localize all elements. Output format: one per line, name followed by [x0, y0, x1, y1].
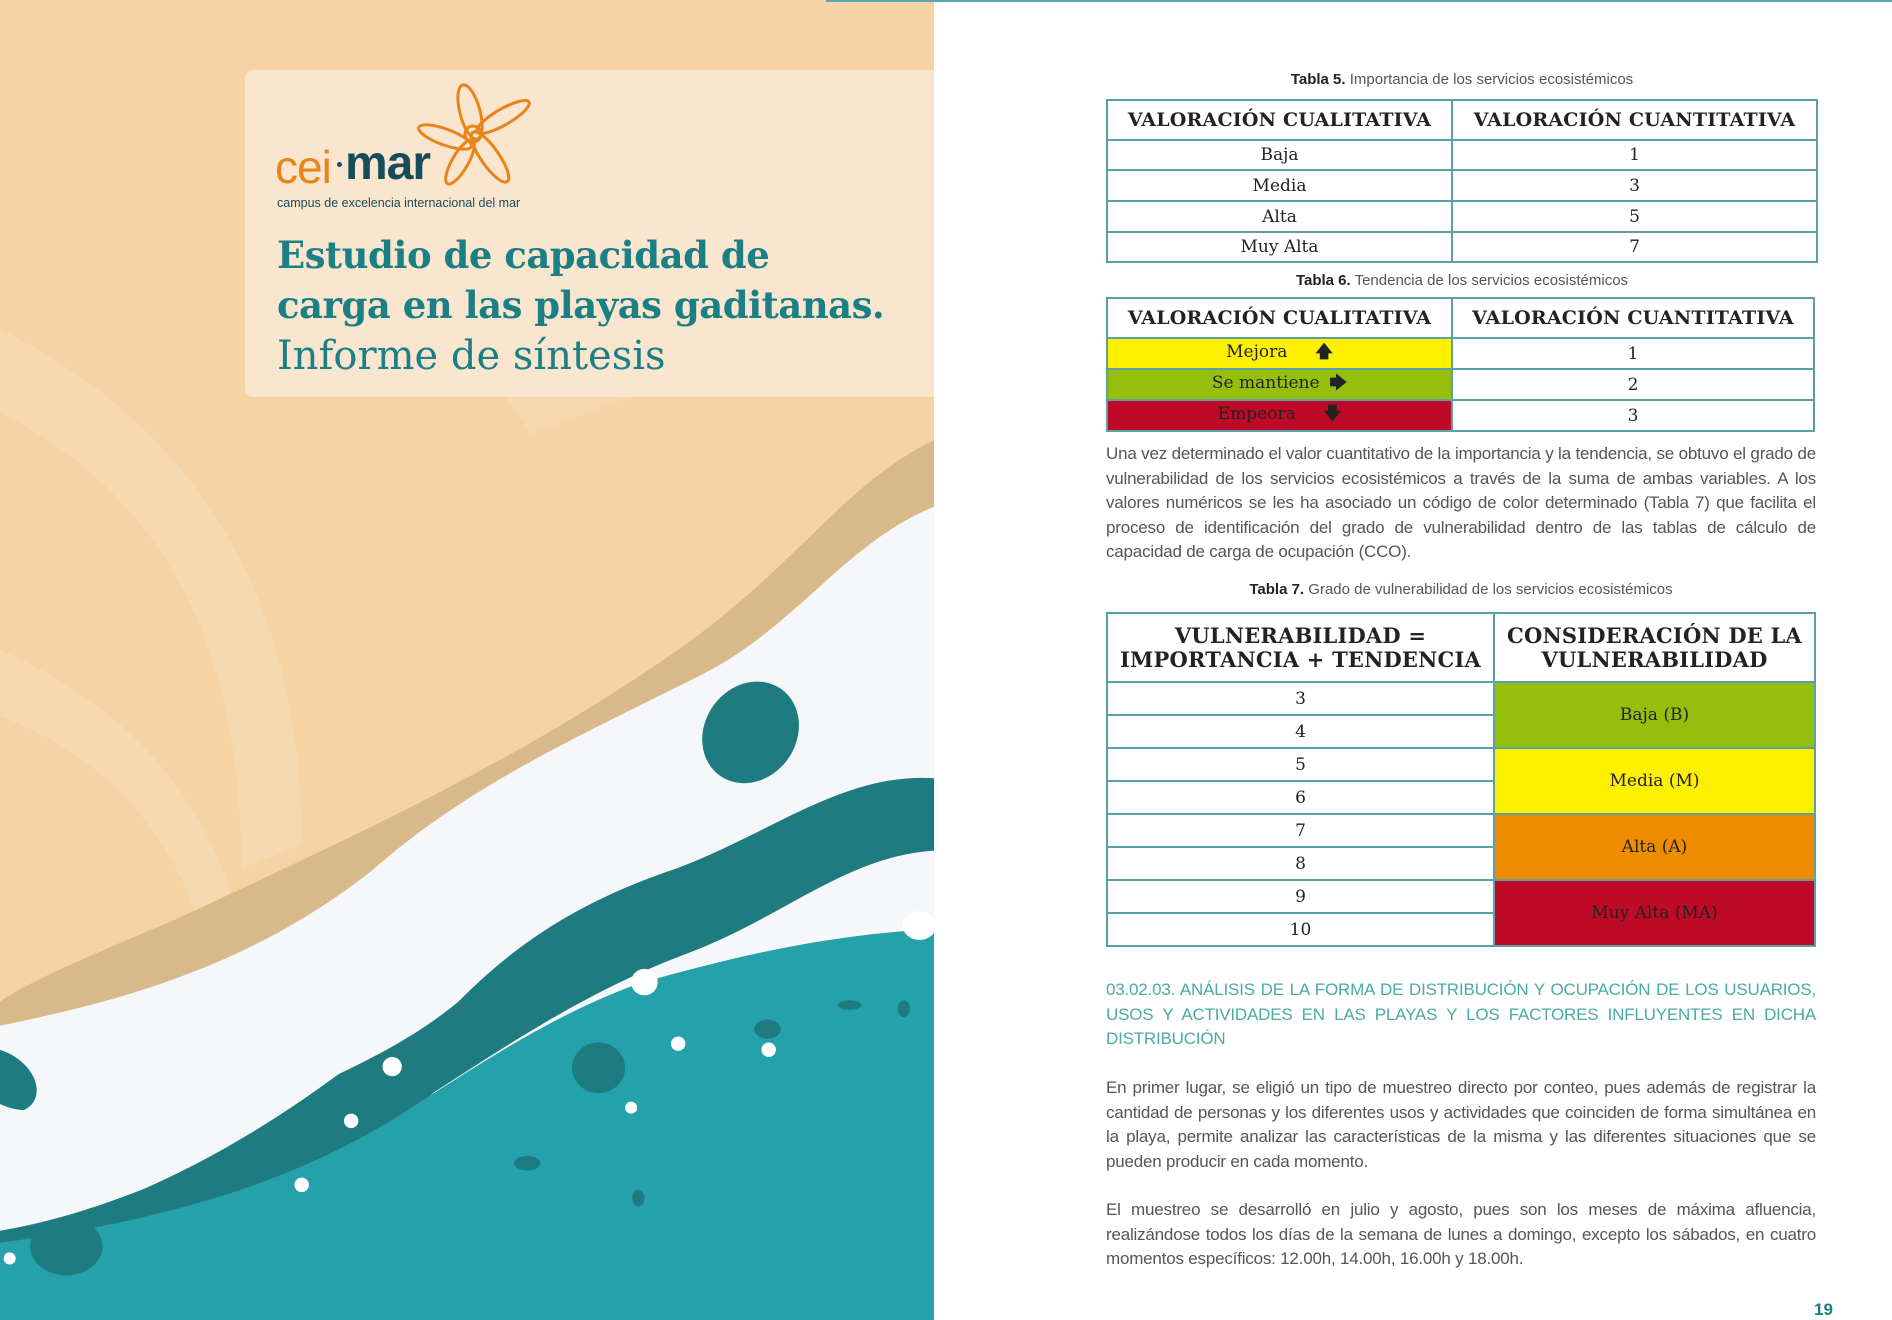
table-row: 9 Muy Alta (MA): [1106, 879, 1816, 947]
trend-label: Empeora: [1217, 404, 1296, 424]
cell: 4: [1106, 714, 1495, 749]
table-row: Mejora 🡅 1: [1106, 337, 1815, 370]
paragraph-sampling-schedule: El muestreo se desarrolló en julio y ago…: [1106, 1200, 1816, 1268]
column-header-consideration: CONSIDERACIÓN DE LA VULNERABILIDAD: [1493, 612, 1816, 683]
level-media: Media (M): [1493, 747, 1816, 815]
table5-importance: VALORACIÓN CUALITATIVA VALORACIÓN CUANTIT…: [1106, 99, 1818, 263]
cover-title: Estudio de capacidad de carga en las pla…: [277, 230, 885, 382]
starfish-flower-icon: [417, 83, 531, 186]
level-muy-alta: Muy Alta (MA): [1493, 879, 1816, 947]
header-line: VULNERABILIDAD: [1541, 646, 1768, 672]
table-row: Baja 1: [1106, 139, 1818, 171]
title-line-1: Estudio de capacidad de: [277, 233, 770, 277]
cell: 1: [1451, 139, 1818, 171]
caption-label: Tabla 6.: [1295, 272, 1351, 289]
caption-label: Tabla 5.: [1290, 71, 1346, 88]
trend-label: Mejora: [1226, 342, 1288, 362]
caption-label: Tabla 7.: [1249, 581, 1305, 598]
cell: 5: [1451, 200, 1818, 233]
table-header-row: VALORACIÓN CUALITATIVA VALORACIÓN CUANTIT…: [1106, 297, 1815, 339]
table-header-row: VALORACIÓN CUALITATIVA VALORACIÓN CUANTIT…: [1106, 99, 1818, 141]
paragraph-sampling-method: En primer lugar, se eligió un tipo de mu…: [1106, 1078, 1816, 1171]
arrow-right-icon: 🡆: [1329, 373, 1348, 393]
arrow-up-icon: 🡅: [1315, 342, 1333, 362]
column-header-vulnerability: VULNERABILIDAD = IMPORTANCIA + TENDENCIA: [1106, 612, 1495, 683]
level-baja: Baja (B): [1493, 681, 1816, 749]
cell: 6: [1106, 780, 1495, 815]
trend-label: Se mantiene: [1211, 373, 1320, 393]
cell: Muy Alta: [1106, 231, 1453, 263]
caption-text: Importancia de los servicios ecosistémic…: [1349, 71, 1634, 88]
header-line: CONSIDERACIÓN DE LA: [1507, 622, 1802, 648]
page-number: 19: [1814, 1300, 1833, 1319]
cell: 7: [1451, 231, 1818, 263]
trend-cell-empeora: Empeora 🡇: [1106, 399, 1453, 432]
beach-illustration: [0, 205, 934, 1320]
title-line-2: carga en las playas gaditanas.: [277, 283, 885, 327]
section-heading: 03.02.03. ANÁLISIS DE LA FORMA DE DISTRI…: [1106, 980, 1816, 1048]
cell: Alta: [1106, 200, 1453, 233]
cover-page: cei mar campus de excelencia internacion…: [0, 0, 934, 1320]
caption-text: Grado de vulnerabilidad de los servicios…: [1308, 581, 1673, 598]
cell: 9: [1106, 879, 1495, 914]
table-row: 5 Media (M): [1106, 747, 1816, 815]
table7-caption: Tabla 7. Grado de vulnerabilidad de los …: [1106, 581, 1816, 598]
cell: 10: [1106, 912, 1495, 947]
arrow-down-icon: 🡇: [1323, 404, 1342, 424]
table-row: 6: [1106, 780, 1815, 815]
cover-subtitle: Informe de síntesis: [277, 333, 666, 379]
column-header: VALORACIÓN CUALITATIVA: [1106, 297, 1453, 339]
table5-caption: Tabla 5. Importancia de los servicios ec…: [1106, 71, 1818, 88]
cell: Media: [1106, 169, 1453, 202]
cell: 3: [1451, 399, 1815, 432]
column-header: VALORACIÓN CUALITATIVA: [1106, 99, 1453, 141]
cell: 7: [1106, 813, 1495, 848]
logo-text-mar: mar: [345, 137, 431, 190]
table-row: Alta 5: [1106, 200, 1818, 233]
cell: 3: [1451, 169, 1818, 202]
column-header: VALORACIÓN CUANTITATIVA: [1451, 99, 1818, 141]
table-row: 8: [1106, 846, 1815, 881]
table-row: Empeora 🡇 3: [1106, 399, 1815, 432]
table-row: 10: [1106, 912, 1815, 947]
cell: 3: [1106, 681, 1495, 716]
table-row: Media 3: [1106, 169, 1818, 202]
logo-subtitle: campus de excelencia internacional del m…: [277, 196, 521, 210]
paragraph-vulnerability: Una vez determinado el valor cuantitativ…: [1106, 444, 1816, 561]
table-row: Muy Alta 7: [1106, 231, 1818, 263]
level-alta: Alta (A): [1493, 813, 1816, 881]
table-row: 4: [1106, 714, 1815, 749]
table6-caption: Tabla 6. Tendencia de los servicios ecos…: [1106, 272, 1818, 289]
table-row: 3 Baja (B): [1106, 681, 1816, 749]
trend-cell-mejora: Mejora 🡅: [1106, 337, 1453, 370]
cell: Baja: [1106, 139, 1453, 171]
logo-text-cei: cei: [275, 141, 332, 193]
table-row: Se mantiene 🡆 2: [1106, 368, 1815, 401]
cover-title-card: cei mar campus de excelencia internacion…: [245, 70, 934, 397]
cell: 8: [1106, 846, 1495, 881]
trend-cell-se-mantiene: Se mantiene 🡆: [1106, 368, 1453, 401]
table7-vulnerability: VULNERABILIDAD = IMPORTANCIA + TENDENCIA …: [1106, 612, 1816, 947]
cell: 2: [1451, 368, 1815, 401]
caption-text: Tendencia de los servicios ecosistémicos: [1354, 272, 1629, 289]
table-header-row: VULNERABILIDAD = IMPORTANCIA + TENDENCIA …: [1106, 612, 1816, 683]
ceimar-logo: cei mar campus de excelencia internacion…: [275, 83, 535, 212]
logo-dot: [337, 162, 342, 167]
top-rule: [826, 0, 1892, 2]
table6-trend: VALORACIÓN CUALITATIVA VALORACIÓN CUANTIT…: [1106, 297, 1815, 432]
header-line: IMPORTANCIA + TENDENCIA: [1120, 646, 1481, 672]
header-line: VULNERABILIDAD =: [1174, 622, 1427, 648]
cell: 1: [1451, 337, 1815, 370]
table-row: 7 Alta (A): [1106, 813, 1816, 881]
column-header: VALORACIÓN CUANTITATIVA: [1451, 297, 1815, 339]
cell: 5: [1106, 747, 1495, 782]
